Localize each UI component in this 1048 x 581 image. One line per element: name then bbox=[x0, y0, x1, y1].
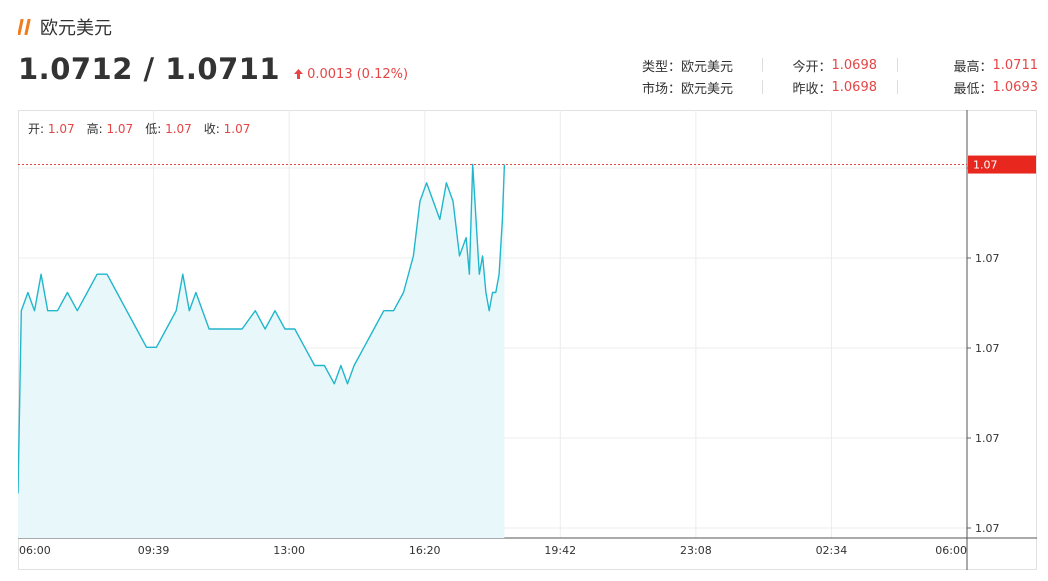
page-header: 欧元美元 bbox=[18, 14, 112, 40]
divider bbox=[897, 58, 898, 72]
ohlc-label: 低: bbox=[145, 122, 162, 136]
stat-value: 1.0711 bbox=[992, 57, 1039, 73]
change-value: 0.0013 bbox=[307, 66, 353, 82]
ohlc-value: 1.07 bbox=[47, 122, 75, 136]
page-title: 欧元美元 bbox=[40, 18, 112, 39]
y-tick-label: 1.07 bbox=[975, 252, 1000, 265]
current-price-label: 1.07 bbox=[973, 159, 998, 172]
ohlc-low: 低: 1.07 bbox=[145, 120, 192, 137]
x-tick-label: 16:20 bbox=[409, 544, 441, 557]
stat-high: 最高： 1.0711 bbox=[898, 56, 1038, 75]
stat-low: 最低： 1.0693 bbox=[898, 78, 1038, 97]
current-price-tag bbox=[968, 155, 1036, 174]
x-tick-label: 19:42 bbox=[544, 544, 576, 557]
stat-open: 今开： 1.0698 bbox=[763, 56, 877, 75]
divider bbox=[897, 80, 898, 94]
double-slash-icon bbox=[18, 19, 31, 35]
y-tick-label: 1.07 bbox=[975, 432, 1000, 445]
stat-label: 最低： bbox=[953, 81, 993, 97]
price-chart[interactable]: 06:00 09:39 13:00 16:20 19:42 23:08 02:34 06:00… bbox=[18, 110, 1037, 570]
stat-type: 类型： 欧元美元 bbox=[642, 56, 742, 75]
ohlc-label: 收: bbox=[203, 122, 220, 136]
x-tick-label: 06:00 bbox=[19, 544, 51, 557]
divider bbox=[762, 80, 763, 94]
stat-value: 1.0693 bbox=[992, 79, 1039, 95]
ohlc-value: 1.07 bbox=[106, 122, 134, 136]
ohlc-label: 高: bbox=[86, 122, 103, 136]
stat-market: 市场： 欧元美元 bbox=[642, 78, 742, 97]
x-tick-label: 09:39 bbox=[138, 544, 170, 557]
x-tick-label: 23:08 bbox=[680, 544, 712, 557]
stat-label: 市场： bbox=[642, 81, 682, 97]
divider bbox=[762, 58, 763, 72]
series-area bbox=[18, 164, 505, 538]
change-percent: (0.12%) bbox=[356, 66, 409, 82]
ohlc-value: 1.07 bbox=[165, 122, 192, 136]
stat-label: 今开： bbox=[792, 59, 832, 75]
stats-row-2: 市场： 欧元美元 昨收： 1.0698 最低： 1.0693 bbox=[642, 76, 1038, 98]
series-line bbox=[18, 163, 506, 494]
chart-canvas[interactable]: 06:00 09:39 13:00 16:20 19:42 23:08 02:34 06:00… bbox=[18, 110, 1037, 570]
y-tick-label: 1.07 bbox=[975, 342, 1000, 355]
chart-frame bbox=[18, 110, 1037, 570]
stats-row-1: 类型： 欧元美元 今开： 1.0698 最高： 1.0711 bbox=[642, 54, 1038, 76]
ohlc-label: 开: bbox=[28, 122, 45, 136]
stat-value: 欧元美元 bbox=[681, 81, 734, 97]
up-arrow-icon bbox=[294, 69, 304, 79]
stat-value: 1.0698 bbox=[831, 57, 878, 73]
stat-label: 最高： bbox=[953, 59, 993, 75]
stat-label: 类型： bbox=[642, 59, 682, 75]
quote-stats: 类型： 欧元美元 今开： 1.0698 最高： 1.0711 市场： 欧元美元 … bbox=[642, 54, 1038, 98]
stat-value: 欧元美元 bbox=[681, 59, 734, 75]
y-tick-label: 1.07 bbox=[975, 522, 1000, 535]
ohlc-value: 1.07 bbox=[223, 122, 251, 136]
ohlc-close: 收: 1.07 bbox=[204, 120, 251, 137]
ohlc-readout: 开: 1.07 高: 1.07 低: 1.07 收: 1.07 bbox=[28, 120, 250, 137]
ohlc-high: 高: 1.07 bbox=[87, 120, 134, 137]
x-tick-label: 13:00 bbox=[273, 544, 305, 557]
ohlc-open: 开: 1.07 bbox=[28, 120, 75, 137]
stat-label: 昨收： bbox=[792, 81, 832, 97]
stat-prev-close: 昨收： 1.0698 bbox=[763, 78, 877, 97]
x-tick-label: 02:34 bbox=[816, 544, 848, 557]
price-change: 0.0013 (0.12%) bbox=[294, 67, 408, 82]
current-price: 1.0712 / 1.0711 bbox=[18, 52, 281, 86]
price-summary: 1.0712 / 1.0711 0.0013 (0.12%) bbox=[18, 52, 408, 86]
stat-value: 1.0698 bbox=[831, 79, 878, 95]
x-tick-label: 06:00 bbox=[935, 544, 967, 557]
